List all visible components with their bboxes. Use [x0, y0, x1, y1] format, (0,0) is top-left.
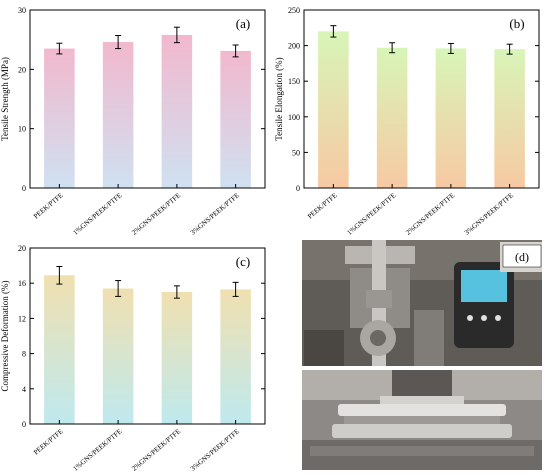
y-tick-label: 250	[288, 6, 300, 15]
y-tick-label: 20	[18, 65, 26, 74]
y-tick-label: 12	[18, 314, 26, 323]
x-tick-label: PEEK/PTFE	[32, 427, 65, 456]
x-tick-label: 1%GNS/PEEK/PTFE	[71, 427, 123, 472]
y-tick-label: 150	[288, 77, 300, 86]
x-tick-label: 3%GNS/PEEK/PTFE	[189, 191, 241, 236]
x-tick-label: 1%GNS/PEEK/PTFE	[345, 191, 397, 236]
bar	[220, 50, 251, 188]
y-tick-label: 0	[296, 184, 300, 193]
bar	[102, 42, 134, 188]
y-tick-label: 200	[288, 42, 300, 51]
x-tick-label: 2%GNS/PEEK/PTFE	[130, 191, 182, 236]
y-axis-label: Compressive Deformation (%)	[0, 281, 10, 392]
compression-test-photo	[302, 370, 542, 470]
x-tick-label: PEEK/PTFE	[32, 191, 65, 220]
y-tick-label: 20	[18, 244, 26, 253]
x-tick-label: 2%GNS/PEEK/PTFE	[130, 427, 182, 472]
panel-label: (b)	[509, 16, 524, 31]
y-tick-label: 50	[292, 148, 300, 157]
bar	[435, 48, 467, 189]
tensile-machine-photo: (d)	[302, 240, 542, 366]
bar	[44, 275, 75, 424]
y-tick-label: 0	[22, 184, 26, 193]
panel-label: (a)	[236, 16, 250, 31]
bar	[102, 288, 134, 424]
chart-c: 0 4 8 12 16 20 PEEK/PTFE 1%GNS/PEEK/PTFE 2%GNS/P…	[0, 244, 266, 473]
chart-b: 0 50 100 150 200 250 PEEK/PTFE 1%GNS/PEEK/PTFE 2…	[274, 6, 540, 237]
y-tick-label: 8	[22, 350, 26, 359]
plot-frame	[29, 9, 266, 189]
y-tick-label: 30	[18, 6, 26, 15]
y-axis-label: Tensile Elongation (%)	[274, 57, 284, 140]
x-tick-label: 3%GNS/PEEK/PTFE	[463, 191, 515, 236]
bar	[161, 34, 193, 188]
plot-frame	[303, 9, 540, 189]
photo-panel-label: (d)	[515, 250, 529, 264]
bar	[44, 48, 75, 188]
bar	[376, 47, 408, 189]
panel-label: (c)	[236, 254, 250, 269]
plot-frame	[29, 247, 266, 425]
x-tick-label: PEEK/PTFE	[306, 191, 339, 220]
y-tick-label: 0	[22, 420, 26, 429]
y-tick-label: 100	[288, 113, 300, 122]
y-tick-label: 16	[18, 279, 26, 288]
bar	[161, 292, 193, 424]
x-tick-label: 1%GNS/PEEK/PTFE	[71, 191, 123, 236]
x-tick-label: 2%GNS/PEEK/PTFE	[404, 191, 456, 236]
x-tick-label: 3%GNS/PEEK/PTFE	[189, 427, 241, 472]
bar	[220, 289, 251, 424]
y-tick-label: 4	[22, 385, 26, 394]
bar	[494, 49, 525, 188]
bar	[318, 31, 349, 188]
chart-a: 0 10 20 30 PEEK/PTFE 1%GNS/PEEK/PTFE 2%GNS/PEE…	[0, 6, 266, 237]
y-axis-label: Tensile Strength (MPa)	[0, 57, 10, 141]
photo-panel-d: (d)	[302, 240, 542, 470]
y-tick-label: 10	[18, 125, 26, 134]
